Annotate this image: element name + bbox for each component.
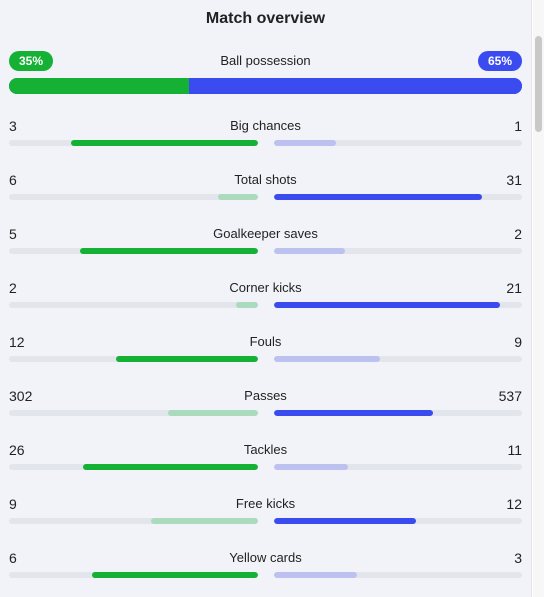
- away-value: 31: [506, 172, 522, 188]
- possession-bar-away: [188, 78, 522, 94]
- home-bar-fill: [80, 248, 258, 254]
- home-value: 3: [9, 118, 17, 134]
- home-bar-track: [9, 572, 258, 578]
- home-bar-fill: [168, 410, 258, 416]
- stat-row: 2 Corner kicks 21: [0, 280, 531, 320]
- away-value: 21: [506, 280, 522, 296]
- home-value: 6: [9, 172, 17, 188]
- away-bar-fill: [274, 518, 416, 524]
- away-bar-track: [274, 518, 522, 524]
- stat-row: 5 Goalkeeper saves 2: [0, 226, 531, 266]
- home-value: 5: [9, 226, 17, 242]
- away-bar-fill: [274, 194, 482, 200]
- stat-label: Total shots: [234, 172, 297, 187]
- away-bar-fill: [274, 572, 357, 578]
- away-bar-fill: [274, 140, 336, 146]
- home-bar-track: [9, 356, 258, 362]
- away-value: 2: [514, 226, 522, 242]
- away-bar-fill: [274, 302, 501, 308]
- away-bar-track: [274, 410, 522, 416]
- away-bar-track: [274, 572, 522, 578]
- home-bar-track: [9, 518, 258, 524]
- stat-row: 6 Yellow cards 3: [0, 550, 531, 590]
- away-bar-track: [274, 194, 522, 200]
- possession-label: Ball possession: [220, 53, 311, 68]
- match-overview-card: Match overview 35% Ball possession 65% 3…: [0, 0, 532, 597]
- stat-label: Passes: [244, 388, 287, 403]
- away-value: 11: [507, 442, 522, 458]
- possession-bar: [9, 78, 522, 94]
- possession-header: 35% Ball possession 65%: [9, 51, 522, 71]
- away-bar-fill: [274, 356, 381, 362]
- possession-bar-home: [9, 78, 189, 94]
- home-value: 12: [9, 334, 25, 350]
- scrollbar[interactable]: [533, 0, 544, 597]
- home-bar-fill: [115, 356, 258, 362]
- stat-label: Yellow cards: [229, 550, 302, 565]
- away-value: 12: [506, 496, 522, 512]
- away-value: 537: [498, 388, 522, 404]
- home-value: 6: [9, 550, 17, 566]
- home-value: 2: [9, 280, 17, 296]
- home-bar-track: [9, 464, 258, 470]
- away-bar-track: [274, 140, 522, 146]
- stat-row: 9 Free kicks 12: [0, 496, 531, 536]
- stat-row: 26 Tackles 11: [0, 442, 531, 482]
- home-bar-fill: [71, 140, 258, 146]
- away-bar-fill: [274, 248, 345, 254]
- home-bar-fill: [92, 572, 258, 578]
- stat-row: 12 Fouls 9: [0, 334, 531, 374]
- away-value: 1: [514, 118, 522, 134]
- home-bar-fill: [83, 464, 258, 470]
- stat-label: Fouls: [249, 334, 282, 349]
- away-value: 9: [514, 334, 522, 350]
- stat-row: 302 Passes 537: [0, 388, 531, 428]
- stat-label: Free kicks: [235, 496, 296, 511]
- stat-label: Goalkeeper saves: [213, 226, 318, 241]
- home-bar-track: [9, 302, 258, 308]
- scrollbar-thumb[interactable]: [535, 36, 542, 132]
- away-bar-track: [274, 356, 522, 362]
- stat-label: Corner kicks: [229, 280, 302, 295]
- away-bar-track: [274, 302, 522, 308]
- home-value: 9: [9, 496, 17, 512]
- home-bar-track: [9, 410, 258, 416]
- away-bar-track: [274, 464, 522, 470]
- stat-row: 3 Big chances 1: [0, 118, 531, 158]
- stat-label: Tackles: [243, 442, 288, 457]
- home-bar-track: [9, 194, 258, 200]
- away-bar-fill: [274, 410, 433, 416]
- away-possession-badge: 65%: [477, 51, 522, 71]
- home-bar-fill: [236, 302, 258, 308]
- home-bar-track: [9, 248, 258, 254]
- home-bar-fill: [151, 518, 258, 524]
- away-bar-track: [274, 248, 522, 254]
- stat-label: Big chances: [230, 118, 301, 133]
- home-value: 302: [9, 388, 33, 404]
- away-bar-fill: [274, 464, 348, 470]
- home-bar-fill: [217, 194, 258, 200]
- home-bar-track: [9, 140, 258, 146]
- card-title: Match overview: [205, 10, 326, 27]
- away-value: 3: [514, 550, 522, 566]
- stat-row: 6 Total shots 31: [0, 172, 531, 212]
- home-possession-badge: 35%: [9, 51, 54, 71]
- home-value: 26: [9, 442, 25, 458]
